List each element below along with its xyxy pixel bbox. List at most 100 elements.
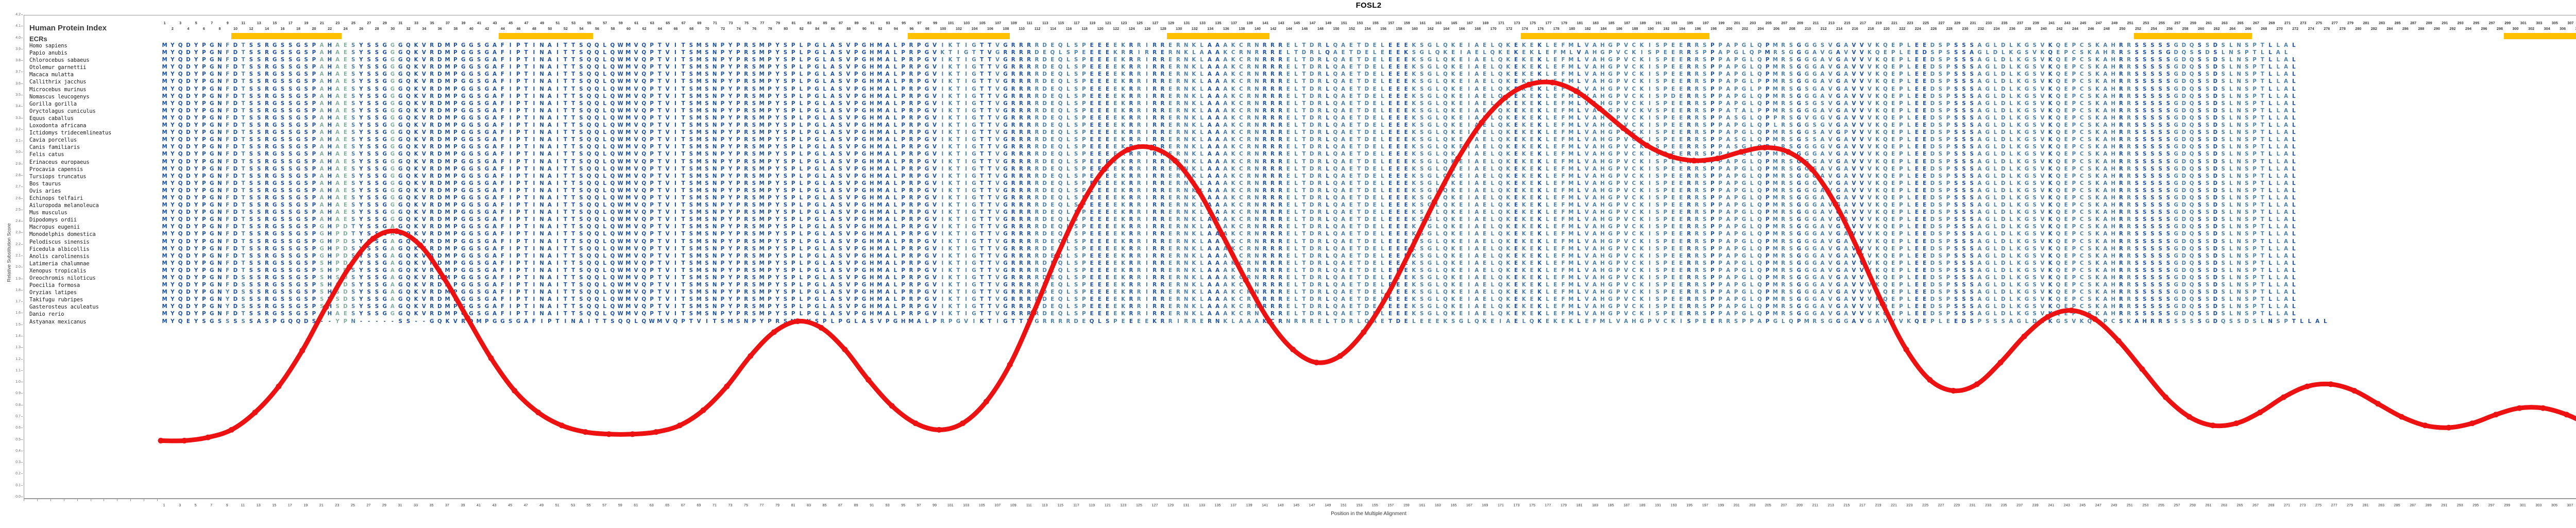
alignment-position-number: 150 bbox=[1333, 26, 1340, 31]
alignment-position-number: 126 bbox=[1144, 26, 1151, 31]
alignment-position-number: 81 bbox=[791, 21, 796, 25]
x-tick-label: 235 bbox=[2001, 503, 2007, 507]
x-tick-label: 159 bbox=[1403, 503, 1410, 507]
alignment-position-number: 303 bbox=[2536, 21, 2543, 25]
alignment-position-number: 281 bbox=[2363, 21, 2369, 25]
y-tick-label: 2.2 bbox=[15, 242, 21, 246]
alignment-position-number: 262 bbox=[2213, 26, 2220, 31]
score-marker bbox=[771, 329, 777, 335]
alignment-position-number: 146 bbox=[1301, 26, 1308, 31]
ecr-bar bbox=[231, 33, 342, 39]
alignment-position-number: 24 bbox=[343, 26, 348, 31]
alignment-position-number: 304 bbox=[2544, 26, 2550, 31]
alignment-position-number: 154 bbox=[1364, 26, 1371, 31]
alignment-position-number: 291 bbox=[2442, 21, 2448, 25]
alignment-position-number: 187 bbox=[1624, 21, 1631, 25]
species-name: Erinaceus europaeus bbox=[29, 159, 90, 165]
alignment-position-number: 188 bbox=[1632, 26, 1638, 31]
x-tick-label: 275 bbox=[2315, 503, 2322, 507]
x-tick-label: 227 bbox=[1938, 503, 1944, 507]
alignment-position-number: 153 bbox=[1357, 21, 1363, 25]
y-tick-mark bbox=[21, 244, 23, 245]
x-tick-label: 271 bbox=[2284, 503, 2291, 507]
ecr-bar bbox=[1521, 33, 1710, 39]
x-tick-label: 279 bbox=[2347, 503, 2353, 507]
score-marker bbox=[2304, 383, 2310, 389]
x-tick-label: 47 bbox=[523, 503, 528, 507]
x-tick-label: 119 bbox=[1089, 503, 1095, 507]
y-tick-label: 1.7 bbox=[15, 300, 21, 304]
alignment-position-number: 158 bbox=[1396, 26, 1402, 31]
score-marker bbox=[1313, 360, 1319, 366]
x-tick-label: 3 bbox=[179, 503, 181, 507]
alignment-position-number: 248 bbox=[2104, 26, 2110, 31]
y-tick-label: 0.2 bbox=[15, 472, 21, 476]
species-name: Macaca mulatta bbox=[29, 72, 74, 78]
y-tick-label: 3.7 bbox=[15, 70, 21, 74]
alignment-position-number: 233 bbox=[1986, 21, 1992, 25]
score-marker bbox=[983, 399, 989, 405]
alignment-position-number: 137 bbox=[1231, 21, 1238, 25]
x-tick-label: 259 bbox=[2189, 503, 2196, 507]
y-tick-label: 4.0 bbox=[15, 36, 21, 40]
score-marker bbox=[2210, 422, 2216, 429]
score-marker bbox=[299, 348, 306, 353]
score-marker bbox=[1290, 346, 1296, 352]
alignment-position-number: 242 bbox=[2056, 26, 2063, 31]
y-tick-label: 0.1 bbox=[15, 483, 21, 487]
species-name: Homo sapiens bbox=[29, 43, 67, 49]
y-tick-mark bbox=[21, 14, 23, 15]
alignment-position-number: 258 bbox=[2182, 26, 2189, 31]
alignment-position-number: 299 bbox=[2504, 21, 2511, 25]
y-tick-label: 4.2 bbox=[15, 13, 21, 16]
x-tick-label: 33 bbox=[413, 503, 418, 507]
score-marker bbox=[724, 383, 730, 389]
alignment-position-number: 120 bbox=[1097, 26, 1104, 31]
x-tick-label: 85 bbox=[822, 503, 827, 507]
alignment-position-number: 181 bbox=[1577, 21, 1583, 25]
x-tick-label: 251 bbox=[2126, 503, 2133, 507]
y-tick-label: 2.5 bbox=[15, 208, 21, 212]
y-tick-mark bbox=[21, 301, 23, 302]
x-tick-label: 23 bbox=[335, 503, 340, 507]
alignment-position-number: 193 bbox=[1671, 21, 1677, 25]
alignment-position-number: 79 bbox=[775, 21, 780, 25]
alignment-position-number: 63 bbox=[650, 21, 654, 25]
species-name: Ictidomys tridecemlineatus bbox=[29, 130, 112, 137]
x-tick-label: 139 bbox=[1246, 503, 1252, 507]
y-tick-label: 3.1 bbox=[15, 139, 21, 143]
alignment-position-number: 184 bbox=[1600, 26, 1607, 31]
alignment-position-number: 104 bbox=[971, 26, 978, 31]
alignment-position-number: 273 bbox=[2300, 21, 2307, 25]
alignment-position-number: 167 bbox=[1466, 21, 1473, 25]
alignment-position-number: 10 bbox=[233, 26, 238, 31]
alignment-position-number: 108 bbox=[1003, 26, 1009, 31]
x-tick-label: 153 bbox=[1356, 503, 1363, 507]
alignment-position-number: 239 bbox=[2032, 21, 2039, 25]
alignment-position-number: 267 bbox=[2252, 21, 2259, 25]
alignment-position-number: 56 bbox=[595, 26, 599, 31]
species-name: Papio anubis bbox=[29, 50, 67, 57]
alignment-position-number: 31 bbox=[398, 21, 403, 25]
alignment-position-number: 84 bbox=[815, 26, 820, 31]
species-name: Felis catus bbox=[29, 151, 64, 158]
score-marker bbox=[889, 403, 895, 409]
x-tick-label: 43 bbox=[492, 503, 497, 507]
alignment-position-number: 207 bbox=[1781, 21, 1788, 25]
x-tick-label: 51 bbox=[555, 503, 560, 507]
x-tick-label: 13 bbox=[256, 503, 261, 507]
alignment-position-number: 282 bbox=[2370, 26, 2377, 31]
alignment-position-number: 6 bbox=[202, 26, 205, 31]
alignment-position-number: 245 bbox=[2080, 21, 2087, 25]
x-tick-label: 155 bbox=[1371, 503, 1378, 507]
alignment-position-number: 88 bbox=[846, 26, 851, 31]
alignment-position-number: 118 bbox=[1081, 26, 1088, 31]
y-tick-label: 3.3 bbox=[15, 116, 21, 120]
